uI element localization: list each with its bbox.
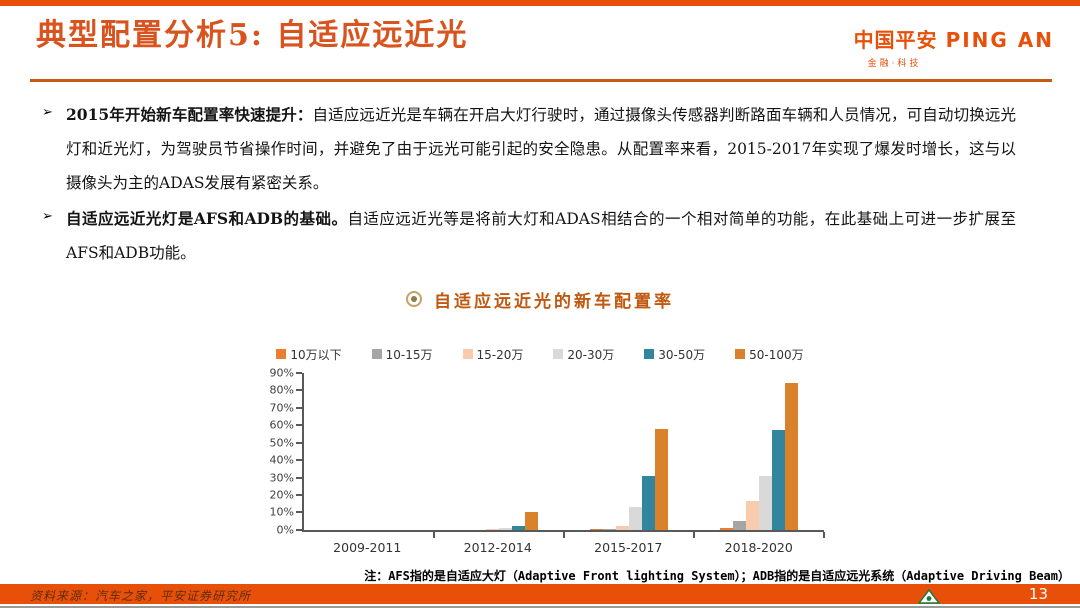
legend-item: 10万以下 — [276, 346, 342, 363]
y-tick-mark — [296, 494, 302, 497]
y-tick-label: 60% — [269, 418, 294, 432]
y-axis-labels: 0% 10% 20% 30% 40% 50% 60% 70% 80% 90% — [256, 367, 302, 535]
legend-item: 30-50万 — [644, 346, 705, 363]
pingan-logo: 中国平安 PING AN 金融·科技 — [854, 18, 1054, 69]
footer-bar: 资料来源：汽车之家，平安证券研究所 13 — [0, 584, 1080, 604]
y-tick-label: 10% — [269, 505, 294, 519]
legend-swatch — [462, 349, 473, 360]
pingan-logo-wordmark: 中国平安 PING AN — [854, 24, 1054, 53]
x-tick-label: 2018-2020 — [724, 539, 793, 555]
bullet-item-1: ➢ 2015年开始新车配置率快速提升：自适应远近光是车辆在开启大灯行驶时，通过摄… — [42, 98, 1016, 200]
bar-20-30万 — [499, 528, 512, 530]
bullet-2-lead: 自适应远近光灯是AFS和ADB的基础。 — [66, 209, 348, 229]
y-tick-label: 90% — [269, 366, 294, 380]
logo-cn-text: 中国平安 — [853, 28, 938, 52]
bottom-border — [0, 606, 1080, 608]
y-tick-mark — [296, 424, 302, 427]
page-title: 典型配置分析5: 自适应远近光 — [36, 18, 469, 53]
y-tick-label: 20% — [269, 488, 294, 502]
bar-group — [564, 373, 695, 538]
y-tick-label: 80% — [269, 383, 294, 397]
y-tick-label: 50% — [269, 436, 294, 450]
bar-30-50万 — [512, 526, 525, 530]
title-divider — [30, 79, 1052, 82]
bar-50-100万 — [655, 428, 668, 530]
bullet-list: ➢ 2015年开始新车配置率快速提升：自适应远近光是车辆在开启大灯行驶时，通过摄… — [42, 98, 1016, 271]
bar-20-30万 — [759, 475, 772, 530]
bullet-item-2: ➢ 自适应远近光灯是AFS和ADB的基础。自适应远近光等是将前大灯和ADAS相结… — [42, 202, 1016, 271]
y-tick-mark — [296, 389, 302, 392]
chart-footnote: 注：AFS指的是自适应大灯（Adaptive Front lighting Sy… — [364, 568, 1070, 583]
bullet-2-body: 自适应远近光等是将前大灯和ADAS相结合的一个相对简单的功能，在此基础上可进一步… — [66, 210, 1016, 263]
bar-10万以下 — [590, 529, 603, 530]
legend-item: 20-30万 — [553, 346, 614, 363]
legend-swatch — [644, 349, 655, 360]
arrow-bullet-icon: ➢ — [42, 105, 53, 120]
bar-chart: 0% 10% 20% 30% 40% 50% 60% 70% 80% 90% 2009-2011 2… — [256, 367, 825, 555]
chart-legend: 10万以下 10-15万 15-20万 20-30万 30-50万 50-100万 — [0, 346, 1080, 363]
y-tick-mark — [296, 528, 302, 531]
bar-20-30万 — [629, 507, 642, 530]
logo-tagline: 金融·科技 — [867, 59, 922, 69]
y-tick-mark — [296, 476, 302, 479]
chart-title-row: 自适应远近光的新车配置率 — [0, 287, 1080, 312]
top-accent-strip — [0, 0, 1080, 6]
legend-label: 10-15万 — [385, 347, 433, 362]
bar-10-15万 — [733, 521, 746, 530]
y-tick-label: 70% — [269, 401, 294, 415]
bullet-1-body: 自适应远近光是车辆在开启大灯行驶时，通过摄像头传感器判断路面车辆和人员情况，可自… — [66, 106, 1016, 192]
legend-swatch — [276, 349, 287, 360]
y-tick-mark — [296, 459, 302, 462]
chart-title-bullet-icon — [406, 291, 422, 308]
bar-group — [304, 373, 435, 538]
x-tick-label: 2009-2011 — [333, 539, 402, 555]
page-number: 13 — [1028, 585, 1048, 603]
bullet-1-lead: 2015年开始新车配置率快速提升： — [66, 105, 313, 124]
bar-50-100万 — [785, 383, 798, 530]
legend-label: 20-30万 — [567, 347, 615, 362]
logo-en-text: PING AN — [945, 28, 1054, 52]
mountain-logo-icon — [918, 589, 940, 604]
bar-group — [434, 373, 565, 538]
bar-10-15万 — [603, 529, 616, 530]
y-tick-mark — [296, 511, 302, 514]
x-tick-label: 2015-2017 — [594, 539, 663, 555]
bar-50-100万 — [525, 512, 538, 530]
bar-group — [694, 373, 825, 538]
header: 典型配置分析5: 自适应远近光 中国平安 PING AN 金融·科技 — [0, 0, 1080, 69]
legend-label: 10万以下 — [290, 347, 342, 362]
bar-30-50万 — [772, 430, 785, 530]
y-tick-mark — [296, 371, 302, 374]
legend-label: 50-100万 — [749, 347, 804, 362]
x-axis-labels: 2009-2011 2012-2014 2015-2017 2018-2020 — [302, 540, 824, 555]
bar-15-20万 — [486, 529, 499, 530]
legend-item: 10-15万 — [371, 346, 433, 363]
source-note: 资料来源：汽车之家，平安证券研究所 — [30, 589, 252, 603]
bar-15-20万 — [616, 526, 629, 530]
bar-15-20万 — [746, 501, 759, 530]
chart-plot-area — [296, 371, 825, 538]
legend-swatch — [371, 349, 382, 360]
y-tick-mark — [296, 406, 302, 409]
bar-10万以下 — [720, 528, 733, 530]
legend-swatch — [553, 349, 564, 360]
legend-label: 30-50万 — [658, 347, 706, 362]
chart-title: 自适应远近光的新车配置率 — [434, 291, 674, 312]
y-tick-mark — [296, 441, 302, 444]
legend-item: 15-20万 — [462, 346, 524, 363]
legend-label: 15-20万 — [476, 347, 524, 362]
y-tick-label: 40% — [269, 453, 294, 467]
y-tick-label: 0% — [276, 523, 294, 537]
legend-swatch — [735, 349, 746, 360]
bar-30-50万 — [642, 475, 655, 530]
legend-item: 50-100万 — [735, 346, 804, 363]
y-tick-label: 30% — [269, 471, 294, 485]
x-tick-label: 2012-2014 — [463, 539, 532, 555]
arrow-bullet-icon: ➢ — [42, 209, 53, 225]
